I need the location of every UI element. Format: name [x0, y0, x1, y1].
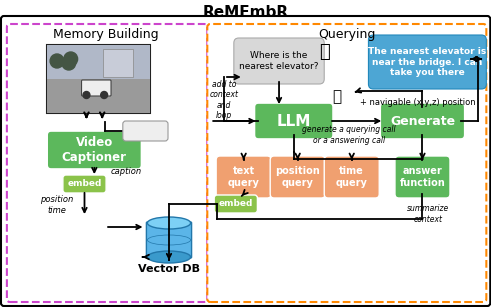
Text: embed: embed [218, 200, 253, 208]
FancyBboxPatch shape [1, 16, 490, 306]
FancyBboxPatch shape [270, 156, 325, 198]
FancyBboxPatch shape [63, 175, 106, 193]
Text: Generate: Generate [390, 115, 455, 127]
Text: Video
Captioner: Video Captioner [62, 136, 127, 164]
Ellipse shape [148, 217, 190, 229]
Circle shape [64, 52, 78, 66]
Text: The nearest elevator is
near the bridge. I can
take you there: The nearest elevator is near the bridge.… [368, 47, 486, 77]
FancyBboxPatch shape [395, 156, 450, 198]
Text: position
query: position query [276, 166, 320, 188]
Text: Where is the
nearest elevator?: Where is the nearest elevator? [240, 51, 319, 71]
Text: text
query: text query [228, 166, 260, 188]
Text: Vector DB: Vector DB [138, 264, 200, 274]
Circle shape [62, 56, 76, 70]
Text: prompt: prompt [129, 126, 162, 135]
FancyBboxPatch shape [82, 80, 111, 96]
FancyBboxPatch shape [254, 103, 333, 139]
Bar [103, 49, 132, 77]
Text: LLM: LLM [276, 114, 311, 129]
Bar [46, 45, 150, 79]
FancyBboxPatch shape [324, 156, 379, 198]
Text: 🤖: 🤖 [332, 90, 342, 104]
FancyBboxPatch shape [234, 38, 324, 84]
Text: 🧑: 🧑 [319, 43, 330, 61]
Circle shape [50, 54, 64, 68]
FancyBboxPatch shape [208, 24, 486, 302]
FancyBboxPatch shape [214, 195, 258, 213]
Text: answer
function: answer function [400, 166, 446, 188]
Text: time
query: time query [336, 166, 368, 188]
FancyBboxPatch shape [368, 35, 486, 89]
Bar [46, 79, 150, 113]
FancyBboxPatch shape [146, 222, 192, 258]
FancyBboxPatch shape [7, 24, 207, 302]
Text: + navigable (x,y,z) position: + navigable (x,y,z) position [360, 98, 476, 107]
Circle shape [100, 91, 107, 99]
Text: add to
context
and
loop: add to context and loop [210, 80, 238, 120]
FancyBboxPatch shape [380, 103, 464, 139]
FancyBboxPatch shape [46, 45, 150, 113]
Text: ReMEmbR: ReMEmbR [202, 5, 288, 20]
FancyBboxPatch shape [47, 131, 142, 169]
Text: generate a querying call
or a answering call: generate a querying call or a answering … [302, 125, 396, 145]
Ellipse shape [148, 235, 190, 245]
Text: embed: embed [68, 180, 102, 188]
Ellipse shape [148, 251, 190, 263]
Text: Memory Building: Memory Building [54, 28, 159, 41]
Text: caption: caption [111, 166, 142, 176]
FancyBboxPatch shape [216, 156, 271, 198]
Text: summarize
context: summarize context [407, 204, 450, 224]
Text: position
time: position time [40, 195, 74, 215]
Circle shape [83, 91, 90, 99]
Text: Querying: Querying [318, 28, 376, 41]
FancyBboxPatch shape [123, 121, 168, 141]
